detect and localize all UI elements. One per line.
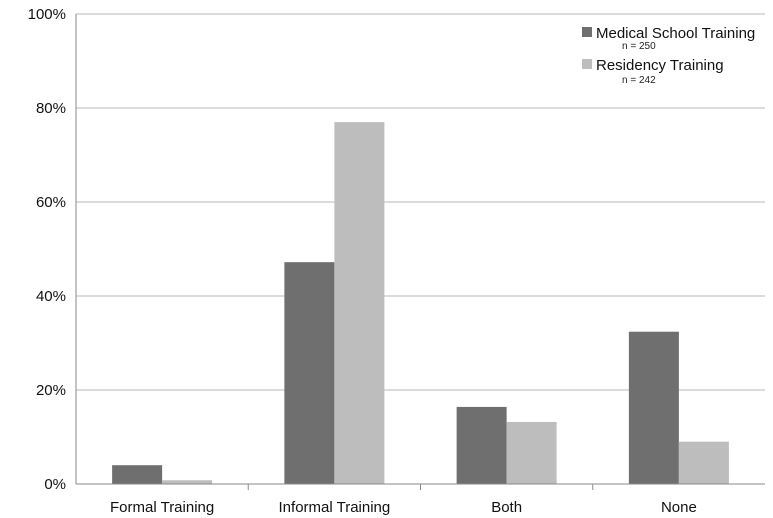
x-category-label: Both [491, 499, 522, 516]
bar-residency-training-formal-training [162, 480, 213, 484]
bar-residency-training-informal-training [334, 122, 385, 484]
y-tick-label: 20% [36, 382, 66, 399]
bar-medical-school-training-none [628, 331, 679, 484]
y-tick-label: 0% [44, 476, 66, 493]
bar-residency-training-none [678, 441, 729, 484]
x-category-label: Formal Training [110, 499, 214, 516]
y-tick-label: 100% [28, 6, 66, 23]
x-category-label: None [661, 499, 697, 516]
x-category-label: Informal Training [279, 499, 391, 516]
bar-medical-school-training-formal-training [112, 465, 163, 484]
axes [75, 14, 765, 490]
legend: Medical School Training n = 250 Residenc… [582, 25, 755, 86]
legend-label-residency: Residency Training [596, 57, 724, 74]
bar-medical-school-training-informal-training [284, 262, 335, 484]
legend-label-medical-school: Medical School Training [596, 25, 755, 42]
y-tick-labels: 0% 20% 40% 60% 80% 100% [28, 6, 66, 493]
legend-sample-residency: n = 242 [622, 75, 656, 86]
legend-swatch-residency [582, 59, 592, 69]
y-tick-label: 40% [36, 288, 66, 305]
legend-sample-medical-school: n = 250 [622, 41, 656, 52]
y-tick-label: 80% [36, 100, 66, 117]
legend-swatch-medical-school [582, 27, 592, 37]
x-category-labels: Formal Training Informal Training Both None [110, 499, 697, 516]
y-tick-label: 60% [36, 194, 66, 211]
bar-residency-training-both [506, 421, 557, 484]
bar-medical-school-training-both [456, 406, 507, 484]
bars [112, 122, 729, 484]
